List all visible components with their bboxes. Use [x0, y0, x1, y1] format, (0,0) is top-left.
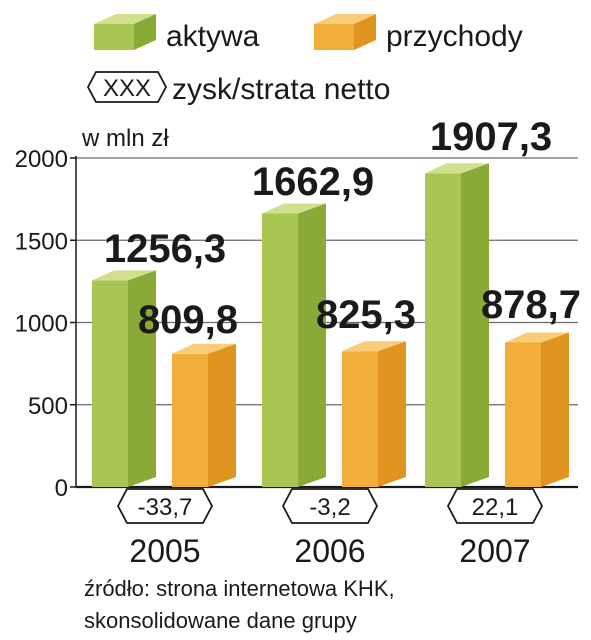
- legend-label-profit: zysk/strata netto: [172, 73, 390, 106]
- net-profit-box: [116, 488, 214, 524]
- net-profit-2005: -33,7: [116, 488, 214, 524]
- bar-aktywa-2005: [92, 270, 156, 487]
- value-label-przychody-2007: 878,7: [481, 283, 581, 327]
- y-tick-label: 1000: [15, 311, 68, 338]
- x-tick-label-2006: 2006: [294, 533, 365, 569]
- bar-side: [541, 332, 569, 487]
- bar-side: [378, 341, 406, 487]
- bar-top: [342, 341, 406, 352]
- bars: [92, 163, 569, 488]
- net-profit-box: [281, 488, 379, 524]
- source-line-2: skonsolidowane dane grupy: [84, 608, 357, 633]
- net-profit-value: -33,7: [138, 494, 193, 521]
- legend-profit-marker: XXX: [86, 71, 168, 103]
- y-tick-label: 2000: [15, 146, 68, 173]
- net-profit-value: 22,1: [472, 494, 519, 521]
- source-note: źródło: strona internetowa KHK, skonsoli…: [84, 576, 395, 633]
- value-labels: 1256,3 809,8 1662,9 825,3 1907,3 878,7: [104, 115, 581, 342]
- bar-top: [505, 332, 569, 343]
- bar-side: [208, 343, 236, 487]
- x-tick-label-2005: 2005: [129, 533, 200, 569]
- legend-swatch-aktywa: [94, 14, 156, 50]
- bar-front: [505, 342, 541, 487]
- source-line-1: źródło: strona internetowa KHK,: [84, 576, 395, 601]
- bar-front: [172, 353, 208, 487]
- bar-przychody-2006: [342, 341, 406, 487]
- x-tick-label-2007: 2007: [459, 533, 530, 569]
- bar-top: [172, 343, 236, 354]
- y-tick-label: 1500: [15, 228, 68, 255]
- bar-aktywa-2007: [425, 163, 489, 487]
- legend-profit-symbol: XXX: [103, 75, 151, 102]
- bar-front: [262, 213, 298, 488]
- bar-side: [461, 163, 489, 487]
- net-profit-box: [446, 488, 544, 524]
- net-profit-value: -3,2: [309, 494, 350, 521]
- net-profit-markers: -33,7 -3,2 22,1: [116, 488, 544, 524]
- bar-aktywa-2006: [262, 203, 326, 488]
- net-profit-2007: 22,1: [446, 488, 544, 524]
- bar-front: [92, 280, 128, 487]
- bar-side: [298, 203, 326, 488]
- legend-swatch-przychody: [314, 14, 376, 50]
- legend: aktywa przychody XXX zysk/strata netto: [86, 14, 523, 106]
- bar-top: [92, 270, 156, 281]
- net-profit-2006: -3,2: [281, 488, 379, 524]
- y-tick-label: 500: [28, 393, 68, 420]
- bar-przychody-2007: [505, 332, 569, 487]
- value-label-przychody-2005: 809,8: [138, 298, 238, 342]
- bar-front: [342, 351, 378, 487]
- y-axis: 0 500 1000 1500 2000: [15, 146, 578, 502]
- bar-top: [425, 163, 489, 174]
- bar-top: [262, 203, 326, 214]
- unit-label: w mln zł: [81, 125, 169, 152]
- value-label-przychody-2006: 825,3: [316, 293, 416, 337]
- y-tick-label: 0: [55, 475, 68, 502]
- bar-side: [128, 270, 156, 487]
- value-label-aktywa-2005: 1256,3: [104, 227, 226, 271]
- value-label-aktywa-2007: 1907,3: [430, 115, 552, 159]
- bar-front: [425, 173, 461, 487]
- legend-label-aktywa: aktywa: [166, 20, 260, 53]
- bar-przychody-2005: [172, 343, 236, 487]
- value-label-aktywa-2006: 1662,9: [252, 160, 374, 204]
- legend-label-przychody: przychody: [386, 20, 523, 53]
- x-axis-labels: 2005 2006 2007: [129, 533, 530, 569]
